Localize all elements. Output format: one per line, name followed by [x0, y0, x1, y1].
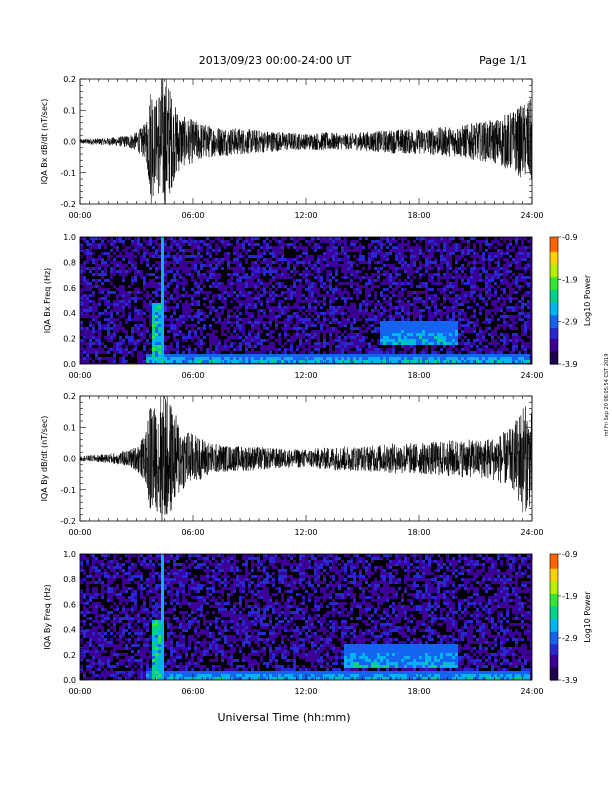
x-tick-label: 12:00	[294, 687, 317, 696]
y-tick-label: -0.2	[60, 200, 76, 209]
y-tick-label: 0.0	[63, 676, 76, 685]
y-tick-label: 0.1	[63, 423, 76, 432]
y-tick-label: 0.8	[63, 575, 76, 584]
colorbar-tick-label: -1.9	[562, 592, 578, 601]
y-axis-title: IQA Bx dB/dt (nT/sec)	[40, 99, 49, 185]
y-tick-label: 1.0	[63, 233, 76, 242]
x-tick-label: 06:00	[181, 371, 204, 380]
colorbar-title: Log10 Power	[583, 274, 592, 326]
colorbar: -0.9 -1.9 -2.9 -3.9 Log10 Power	[549, 550, 592, 685]
y-tick-label: 0.0	[63, 360, 76, 369]
colorbar-tick-label: -3.9	[562, 676, 578, 685]
x-tick-label: 24:00	[520, 371, 543, 380]
y-tick-label: 0.2	[63, 651, 76, 660]
colorbar-tick-label: -2.9	[562, 318, 578, 327]
colorbar-tick-label: -1.9	[562, 275, 578, 284]
x-tick-label: 06:00	[181, 211, 204, 220]
y-tick-label: 0.1	[63, 106, 76, 115]
generation-stamp: rnf Fri Sep 20 08:05:54 CST 2019	[604, 353, 610, 436]
y-tick-label: 0.8	[63, 258, 76, 267]
colorbar-tick-label: -3.9	[562, 360, 578, 369]
y-tick-label: 1.0	[63, 550, 76, 559]
colorbar-title: Log10 Power	[583, 591, 592, 643]
x-tick-label: 18:00	[407, 211, 430, 220]
x-tick-label: 18:00	[407, 528, 430, 537]
y-axis-title: IQA By dB/dt (nT/sec)	[40, 416, 49, 502]
x-tick-label: 12:00	[294, 211, 317, 220]
waveform-trace	[80, 79, 532, 204]
x-tick-label: 12:00	[294, 371, 317, 380]
colorbar-tick-label: -2.9	[562, 634, 578, 643]
figure-title: 2013/09/23 00:00-24:00 UT	[199, 54, 352, 67]
y-tick-label: 0.4	[63, 309, 76, 318]
page-number: Page 1/1	[479, 54, 527, 67]
x-tick-label: 00:00	[68, 371, 91, 380]
y-tick-label: 0.6	[63, 284, 76, 293]
x-tick-label: 06:00	[181, 528, 204, 537]
x-tick-label: 24:00	[520, 528, 543, 537]
waveform-panel-2: 0.2 0.1 0.0 -0.1 -0.2 IQA By dB/dt (nT/sec)	[40, 392, 533, 526]
colorbar-tick-label: -0.9	[562, 233, 578, 242]
colorbar-tick-label: -0.9	[562, 550, 578, 559]
y-tick-label: -0.2	[60, 517, 76, 526]
y-tick-label: 0.4	[63, 626, 76, 635]
x-tick-label: 18:00	[407, 687, 430, 696]
spectrogram-panel-1: 1.0 0.8 0.6 0.4 0.2 0.0 IQA Bx Freq (Hz) -0.9 -1…	[43, 233, 592, 369]
x-tick-label: 00:00	[68, 687, 91, 696]
x-tick-label: 12:00	[294, 528, 317, 537]
y-tick-label: -0.1	[60, 486, 76, 495]
x-tick-label: 24:00	[520, 211, 543, 220]
waveform-trace	[80, 396, 532, 521]
y-axis-title: IQA Bx Freq (Hz)	[43, 268, 52, 334]
spectrogram-panel-3: 1.0 0.8 0.6 0.4 0.2 0.0 IQA By Freq (Hz) -0.9 -1…	[43, 550, 592, 685]
x-tick-label: 00:00	[68, 528, 91, 537]
y-tick-label: 0.2	[63, 392, 76, 401]
x-tick-label: 06:00	[181, 687, 204, 696]
colorbar: -0.9 -1.9 -2.9 -3.9 Log10 Power	[549, 233, 592, 369]
x-tick-label: 18:00	[407, 371, 430, 380]
x-axis-title: Universal Time (hh:mm)	[218, 711, 351, 724]
waveform-panel-0: 0.2 0.1 0.0 -0.1 -0.2 IQA Bx dB/dt (nT/sec)	[40, 75, 533, 209]
y-tick-label: -0.1	[60, 169, 76, 178]
y-axis-title: IQA By Freq (Hz)	[43, 584, 52, 650]
y-tick-label: 0.2	[63, 75, 76, 84]
y-tick-label: 0.0	[63, 455, 76, 464]
y-tick-label: 0.2	[63, 335, 76, 344]
y-tick-label: 0.6	[63, 600, 76, 609]
x-tick-label: 00:00	[68, 211, 91, 220]
x-tick-label: 24:00	[520, 687, 543, 696]
y-tick-label: 0.0	[63, 138, 76, 147]
